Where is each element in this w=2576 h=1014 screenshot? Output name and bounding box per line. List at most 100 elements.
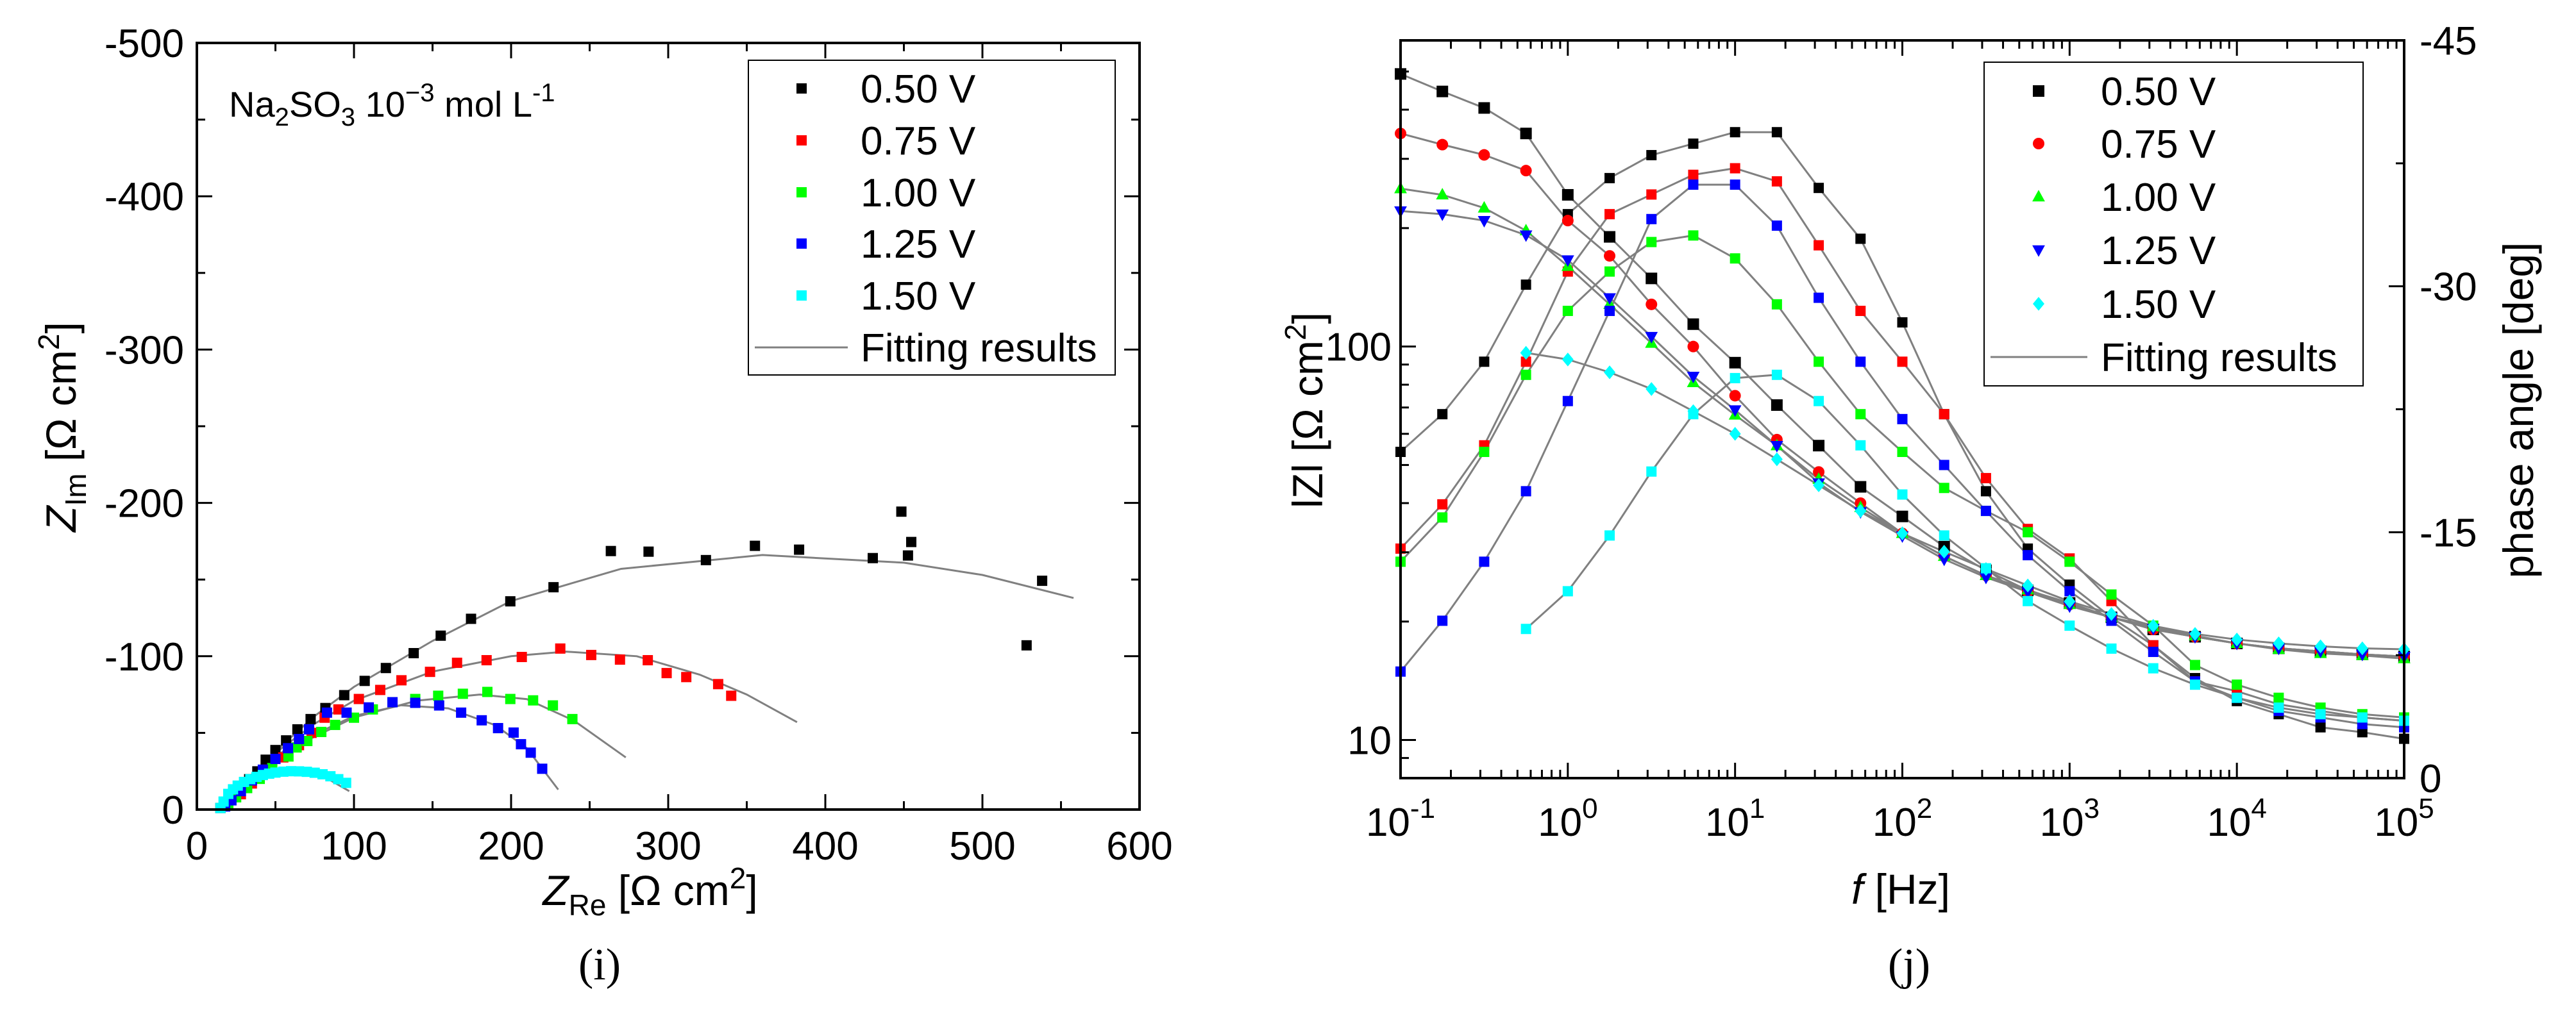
phase-point	[2064, 586, 2075, 597]
phase-point	[2315, 722, 2326, 733]
modulus-point	[1520, 128, 1532, 140]
phase-point	[1814, 183, 1824, 194]
modulus-point	[1604, 250, 1616, 262]
phase-point	[1939, 409, 1949, 420]
phase-point	[1520, 356, 1531, 367]
data-point	[661, 668, 672, 679]
phase-point	[2148, 663, 2159, 674]
modulus-point	[1938, 544, 1950, 559]
nyquist-ticks: 0 100 200 300 400 500 600 0 -100 -200 -300 -400 -500	[105, 22, 1173, 869]
data-point	[451, 658, 462, 669]
phase-point	[2357, 727, 2368, 738]
phase-point	[1814, 356, 1824, 367]
phase-point	[2315, 709, 2326, 720]
modulus-point	[1980, 572, 1992, 585]
y-right-tick-label: -45	[2420, 19, 2477, 63]
legend-label: 0.50 V	[2101, 70, 2216, 114]
legend-item: 0.50 V	[2033, 70, 2216, 114]
phase-point	[2064, 556, 2075, 567]
data-point	[270, 754, 281, 765]
modulus-point	[2314, 639, 2327, 654]
phase-point	[1688, 138, 1699, 149]
phase-point	[1897, 489, 1908, 500]
y-right-tick-label: -30	[2420, 265, 2477, 310]
phase-point	[1604, 172, 1615, 183]
phase-point	[1437, 615, 1448, 626]
modulus-point	[1646, 298, 1658, 310]
x-tick-label: 101	[1705, 793, 1765, 845]
legend-label: 1.00 V	[2101, 176, 2216, 220]
phase-point	[1479, 356, 1490, 367]
x-tick-label: 600	[1106, 824, 1172, 869]
modulus-point	[2273, 636, 2285, 651]
data-point	[435, 630, 446, 641]
phase-point	[1980, 506, 1991, 517]
data-point	[325, 771, 336, 782]
data-point	[516, 739, 526, 750]
phase-point	[1855, 306, 1866, 317]
data-point	[456, 707, 467, 718]
data-point	[906, 536, 917, 547]
phase-point	[1604, 306, 1615, 317]
data-point	[278, 766, 289, 777]
y-left-tick-label: 10	[1347, 719, 1392, 763]
phase-point	[1520, 369, 1531, 380]
modulus-point	[1645, 331, 1658, 344]
fit-curve-050V	[219, 554, 1074, 810]
phase-point	[1980, 472, 1991, 483]
phase-point	[1814, 240, 1824, 251]
y-tick-label: -300	[105, 328, 184, 372]
data-point	[528, 695, 539, 706]
y-right-tick-label: 0	[2420, 757, 2441, 801]
phase-point	[1980, 563, 1991, 574]
legend-item-fit: Fitting results	[755, 326, 1097, 370]
modulus-point	[1562, 188, 1574, 201]
legend-label: Fitting results	[861, 326, 1097, 370]
modulus-point	[1896, 526, 1908, 541]
modulus-point	[1728, 405, 1742, 417]
nyquist-data-layer	[215, 506, 1074, 813]
data-point	[270, 767, 281, 778]
data-point	[567, 713, 578, 724]
phase-point	[2232, 679, 2243, 690]
legend-marker	[2033, 85, 2044, 97]
modulus-point	[1813, 466, 1825, 478]
phase-point	[1939, 530, 1949, 541]
data-point	[548, 700, 559, 711]
data-point	[364, 702, 375, 713]
data-point	[341, 777, 351, 788]
data-point	[294, 766, 305, 777]
data-point	[643, 655, 653, 666]
modulus-point	[1477, 215, 1491, 228]
phase-point	[1604, 266, 1615, 277]
phase-point	[1688, 179, 1699, 190]
data-point	[330, 719, 341, 730]
legend-label: 1.50 V	[2101, 283, 2216, 327]
phase-point	[1646, 237, 1657, 247]
data-point	[466, 613, 476, 624]
phase-point	[1562, 306, 1573, 317]
legend-label: Fitting results	[2101, 336, 2337, 380]
y-left-axis-label: lZl [Ω cm2]	[1279, 312, 1331, 508]
data-point	[309, 767, 320, 778]
phase-point	[1980, 486, 1991, 497]
legend-item-fit: Fitting results	[1991, 336, 2337, 380]
modulus-point	[2147, 619, 2159, 633]
data-point	[433, 690, 444, 701]
modulus-point	[1520, 345, 1532, 360]
modulus-point	[1813, 440, 1825, 452]
phase-point	[2273, 692, 2284, 703]
panel-caption-i: (i)	[578, 940, 621, 990]
modulus-point	[2021, 587, 2035, 599]
modulus-point	[2105, 607, 2117, 621]
modulus-point	[1436, 188, 1449, 200]
x-tick-label: 0	[186, 824, 208, 869]
data-point	[726, 690, 737, 701]
data-point	[505, 694, 516, 704]
legend-marker	[2032, 245, 2045, 257]
modulus-point	[1646, 382, 1658, 396]
data-point	[283, 743, 294, 754]
phase-point	[1646, 150, 1657, 161]
modulus-point	[2022, 578, 2034, 593]
legend-marker	[2033, 297, 2044, 311]
